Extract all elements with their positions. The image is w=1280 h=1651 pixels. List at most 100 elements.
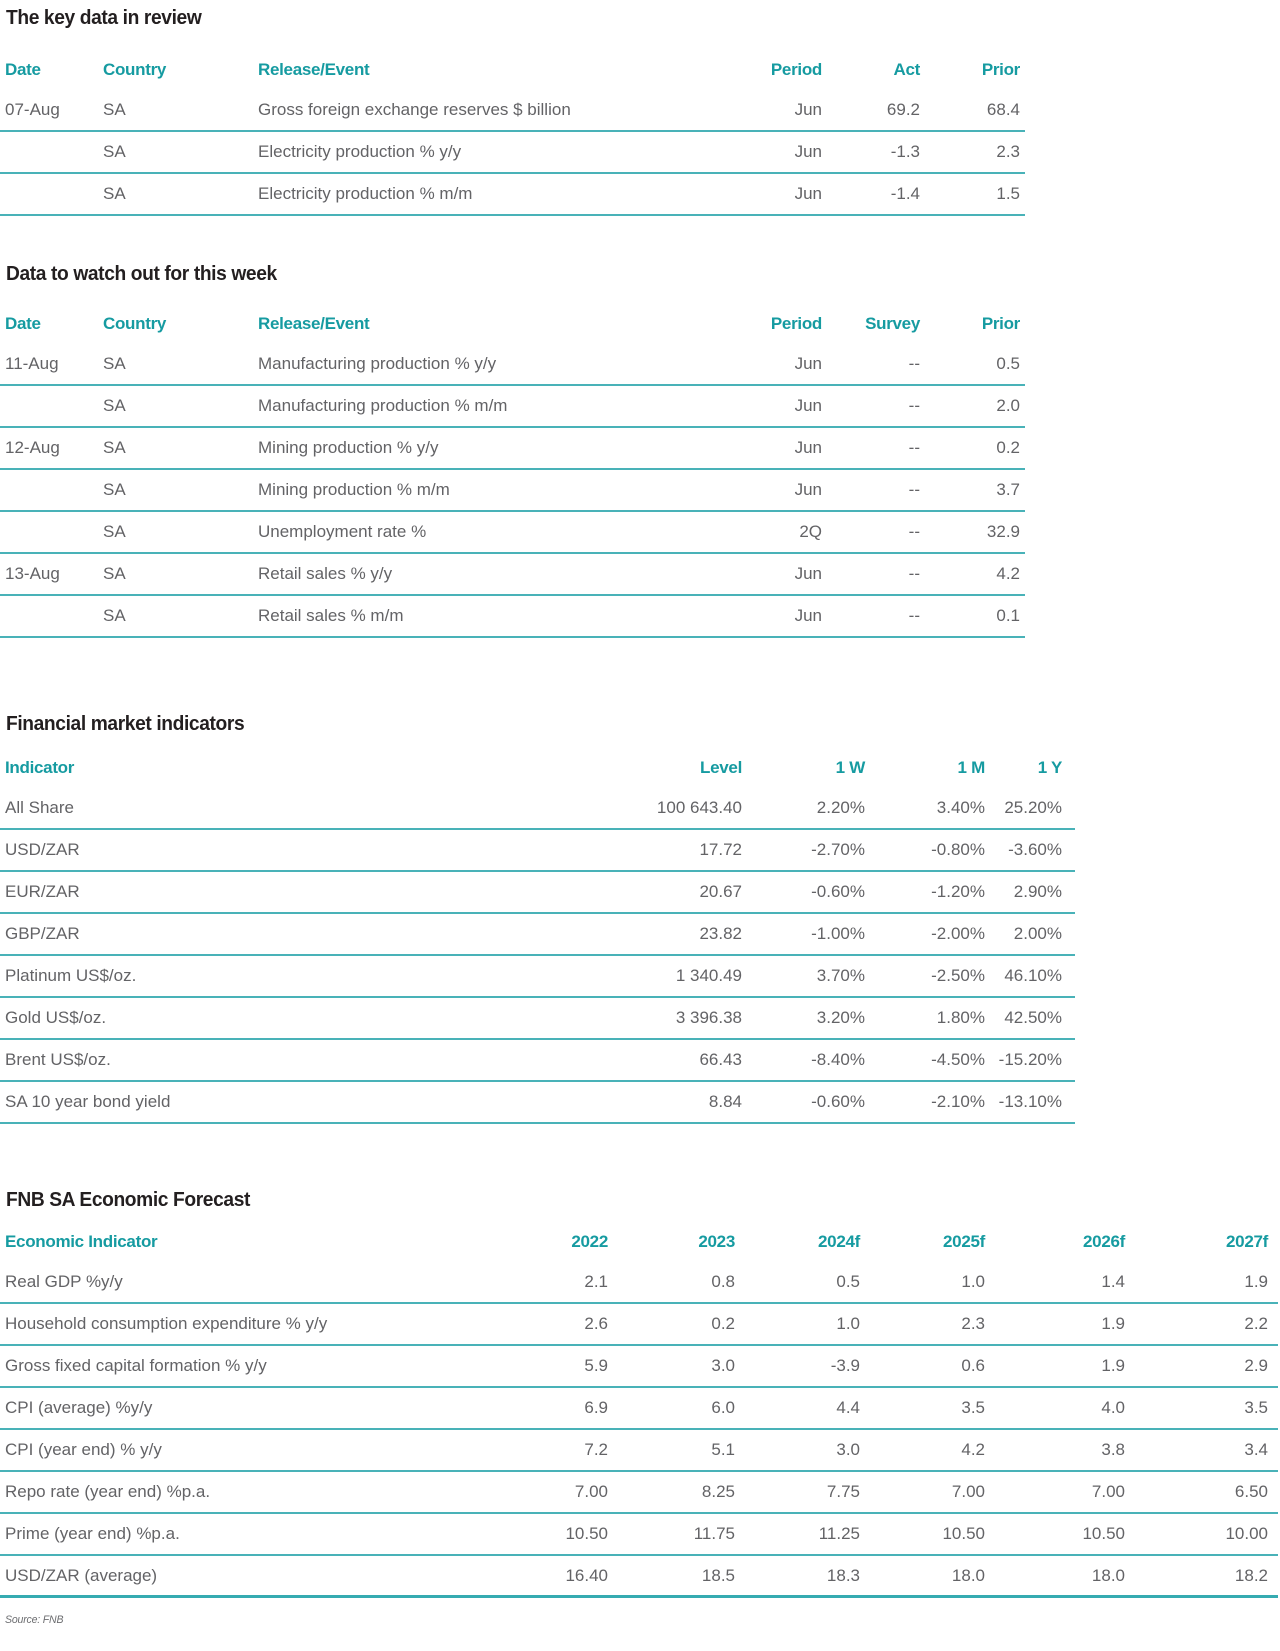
cell-2024f: 3.0 [836, 1440, 860, 1459]
cell-2022: 5.9 [584, 1356, 608, 1375]
cell-period: Jun [794, 438, 822, 457]
cell-period: Jun [794, 564, 822, 583]
cell-2027f: 10.00 [1225, 1524, 1268, 1543]
col-header-country: Country [103, 314, 167, 333]
col-header-prior: Prior [981, 314, 1020, 333]
cell-2025f: 18.0 [951, 1565, 985, 1585]
cell-2023: 6.0 [711, 1398, 735, 1417]
cell-1y: -3.60% [1008, 840, 1062, 859]
cell-economic-indicator: USD/ZAR (average) [5, 1565, 158, 1585]
cell-survey: -- [908, 522, 920, 541]
cell-2027f: 1.9 [1244, 1272, 1268, 1291]
cell-period: 2Q [799, 522, 822, 541]
cell-1y: 25.20% [1004, 798, 1062, 817]
cell-country: SA [103, 438, 126, 457]
cell-2026f: 3.8 [1101, 1440, 1125, 1459]
cell-prior: 68.4 [986, 100, 1020, 119]
col-header-indicator: Indicator [5, 758, 75, 777]
table-row: SA Electricity production % m/m Jun -1.4… [0, 174, 1025, 216]
table-row: Real GDP %y/y 2.1 0.8 0.5 1.0 1.4 1.9 [0, 1262, 1278, 1304]
cell-1y: 2.00% [1013, 924, 1062, 943]
cell-2026f: 7.00 [1091, 1482, 1125, 1501]
cell-2026f: 1.9 [1101, 1314, 1125, 1333]
cell-country: SA [103, 142, 126, 161]
cell-indicator: Brent US$/oz. [5, 1050, 111, 1069]
cell-survey: -- [908, 564, 920, 583]
cell-2026f: 18.0 [1091, 1565, 1125, 1585]
cell-1w: -1.00% [811, 924, 865, 943]
cell-period: Jun [794, 142, 822, 161]
cell-prior: 0.5 [996, 354, 1020, 373]
cell-prior: 2.0 [996, 396, 1020, 415]
cell-2024f: 4.4 [836, 1398, 860, 1417]
section-title-forecast: FNB SA Economic Forecast [6, 1189, 251, 1211]
cell-1m: -2.50% [931, 966, 985, 985]
cell-economic-indicator: Real GDP %y/y [5, 1272, 123, 1291]
table-row: SA Manufacturing production % m/m Jun --… [0, 386, 1025, 428]
table-row: SA Unemployment rate % 2Q -- 32.9 [0, 512, 1025, 554]
forecast-table-body: Real GDP %y/y 2.1 0.8 0.5 1.0 1.4 1.9 Ho… [0, 1262, 1278, 1598]
table-row: SA 10 year bond yield 8.84 -0.60% -2.10%… [0, 1082, 1075, 1124]
cell-indicator: SA 10 year bond yield [5, 1092, 171, 1111]
cell-date: 11-Aug [5, 354, 59, 373]
cell-economic-indicator: Household consumption expenditure % y/y [5, 1314, 328, 1333]
cell-2025f: 2.3 [961, 1314, 985, 1333]
table-row: Gross fixed capital formation % y/y 5.9 … [0, 1346, 1278, 1388]
cell-level: 20.67 [699, 882, 742, 901]
col-header-release: Release/Event [258, 314, 370, 333]
cell-2027f: 6.50 [1234, 1482, 1268, 1501]
cell-2023: 5.1 [711, 1440, 735, 1459]
table-row: CPI (year end) % y/y 7.2 5.1 3.0 4.2 3.8… [0, 1430, 1278, 1472]
market-header-row: Indicator Level 1 W 1 M 1 Y [0, 748, 1075, 788]
cell-release: Mining production % m/m [258, 480, 450, 499]
cell-2024f: 1.0 [836, 1314, 860, 1333]
cell-release: Electricity production % m/m [258, 184, 473, 203]
cell-prior: 0.1 [996, 606, 1020, 625]
cell-indicator: USD/ZAR [5, 840, 80, 859]
cell-economic-indicator: CPI (year end) % y/y [5, 1440, 162, 1459]
cell-economic-indicator: Repo rate (year end) %p.a. [5, 1482, 211, 1501]
cell-1w: -8.40% [811, 1050, 865, 1069]
cell-1m: -2.10% [931, 1092, 985, 1111]
cell-release: Electricity production % y/y [258, 142, 462, 161]
cell-2022: 2.6 [584, 1314, 608, 1333]
cell-indicator: All Share [5, 798, 74, 817]
cell-2027f: 2.2 [1244, 1314, 1268, 1333]
table-row: SA Retail sales % m/m Jun -- 0.1 [0, 596, 1025, 638]
cell-level: 66.43 [699, 1050, 742, 1069]
cell-2022: 2.1 [584, 1272, 608, 1291]
cell-level: 8.84 [708, 1092, 742, 1111]
cell-period: Jun [794, 606, 822, 625]
cell-survey: -- [908, 438, 920, 457]
cell-1w: 3.20% [816, 1008, 865, 1027]
cell-2024f: 7.75 [826, 1482, 860, 1501]
col-header-2027f: 2027f [1226, 1232, 1268, 1251]
table-row: Household consumption expenditure % y/y … [0, 1304, 1278, 1346]
section-watch-data: Data to watch out for this week Date Cou… [0, 262, 1280, 638]
table-row: CPI (average) %y/y 6.9 6.0 4.4 3.5 4.0 3… [0, 1388, 1278, 1430]
cell-prior: 2.3 [996, 142, 1020, 161]
cell-2026f: 4.0 [1101, 1398, 1125, 1417]
cell-2025f: 1.0 [961, 1272, 985, 1291]
cell-level: 17.72 [699, 840, 742, 859]
cell-2024f: -3.9 [830, 1356, 860, 1375]
table-row: 13-Aug SA Retail sales % y/y Jun -- 4.2 [0, 554, 1025, 596]
section-title-market: Financial market indicators [6, 713, 245, 735]
cell-2025f: 4.2 [961, 1440, 985, 1459]
market-table: Indicator Level 1 W 1 M 1 Y All Share 10… [0, 748, 1075, 1124]
cell-release: Retail sales % y/y [258, 564, 393, 583]
table-row: Platinum US$/oz. 1 340.49 3.70% -2.50% 4… [0, 956, 1075, 998]
table-row: 07-Aug SA Gross foreign exchange reserve… [0, 90, 1025, 132]
cell-level: 100 643.40 [656, 798, 742, 817]
cell-2023: 0.8 [711, 1272, 735, 1291]
section-market-indicators: Financial market indicators Indicator Le… [0, 712, 1280, 1124]
cell-release: Unemployment rate % [258, 522, 427, 541]
section-economic-forecast: FNB SA Economic Forecast Economic Indica… [0, 1188, 1280, 1598]
cell-date: 07-Aug [5, 100, 60, 119]
col-header-economic-indicator: Economic Indicator [5, 1232, 158, 1251]
col-header-2022: 2022 [571, 1232, 608, 1251]
col-header-2023: 2023 [698, 1232, 735, 1251]
col-header-period: Period [770, 60, 822, 79]
cell-country: SA [103, 522, 126, 541]
